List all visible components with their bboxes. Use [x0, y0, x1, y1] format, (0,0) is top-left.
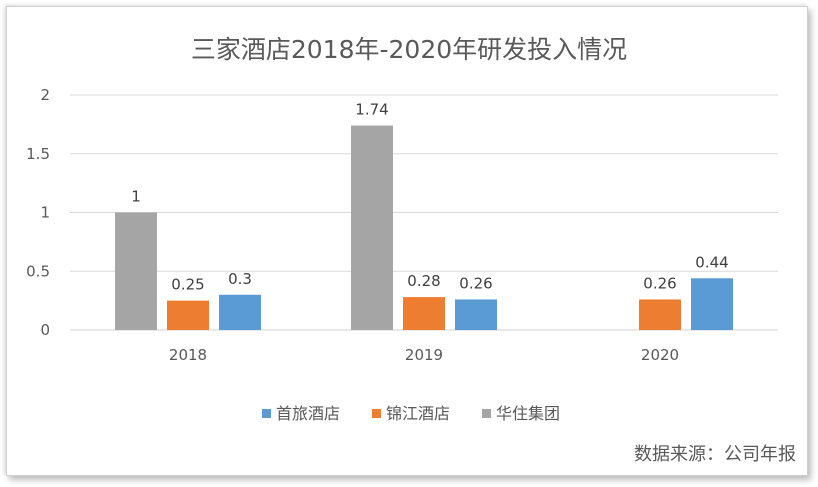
- data-label: 1: [131, 188, 141, 206]
- bar: [351, 125, 393, 330]
- data-label: 0.25: [171, 276, 204, 294]
- chart-title: 三家酒店2018年-2020年研发投入情况: [191, 35, 627, 64]
- data-label: 0.26: [459, 274, 492, 292]
- x-tick-label: 2018: [169, 346, 207, 364]
- bar: [639, 299, 681, 330]
- y-tick-label: 1: [40, 204, 50, 222]
- x-tick-label: 2019: [405, 346, 443, 364]
- bar: [455, 299, 497, 330]
- data-label: 0.3: [228, 270, 252, 288]
- y-tick-label: 2: [40, 86, 50, 104]
- legend-label: 锦江酒店: [386, 404, 450, 423]
- x-tick-label: 2020: [641, 346, 679, 364]
- data-label: 1.74: [355, 101, 388, 119]
- legend-label: 首旅酒店: [276, 404, 340, 423]
- data-label: 0.26: [643, 274, 676, 292]
- bar: [403, 297, 445, 330]
- legend-label: 华住集团: [496, 404, 560, 423]
- bar: [219, 294, 261, 330]
- legend-swatch: [482, 409, 491, 418]
- data-label: 0.28: [407, 272, 440, 290]
- bar: [691, 278, 733, 330]
- y-tick-label: 0: [40, 321, 50, 339]
- legend-swatch: [372, 409, 381, 418]
- y-tick-label: 1.5: [26, 145, 50, 163]
- bar: [115, 212, 157, 330]
- y-tick-label: 0.5: [26, 262, 50, 280]
- legend-swatch: [262, 409, 271, 418]
- bar: [167, 300, 209, 330]
- source-note: 数据来源：公司年报: [634, 444, 796, 465]
- data-label: 0.44: [695, 253, 728, 271]
